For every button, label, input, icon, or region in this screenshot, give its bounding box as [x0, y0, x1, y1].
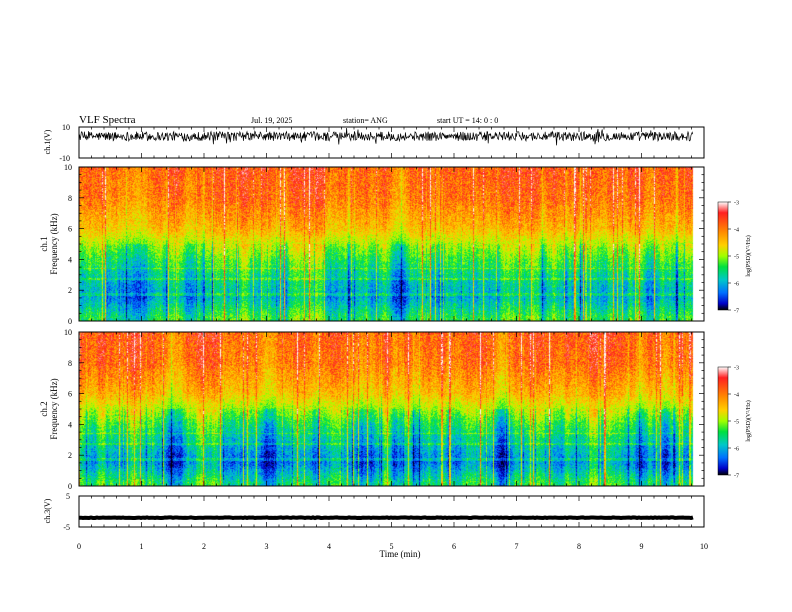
ch2-colorbar-ticks: -3 -4 -5 -6 -7: [728, 366, 739, 480]
station-label: station= ANG: [343, 116, 388, 125]
ch1-x-ticks: [78, 127, 705, 158]
time-tick-label: 10: [700, 542, 708, 551]
ch1-freq-axis-label: Frequency (kHz): [49, 213, 59, 274]
freq-tick-label: 2: [68, 286, 72, 295]
colorbar-tick-label: -3: [734, 201, 739, 207]
ch2-spectrogram-image: [79, 332, 704, 486]
ch2-colorbar-label: log(PSD)(V²/Hz): [745, 400, 752, 441]
colorbar-tick-label: -4: [734, 393, 739, 399]
time-tick-label: 4: [327, 542, 331, 551]
ch1-waveform-frame: [79, 127, 704, 158]
colorbar-tick-label: -6: [734, 282, 739, 288]
ch2-time-ticks: [78, 332, 705, 486]
time-tick-label: 2: [202, 542, 206, 551]
ch2-freq-axis-label: Frequency (kHz): [49, 378, 59, 439]
ch3-waveform-panel: 5 -5 ch.3(V) 0 1 2 3 4 5 6 7 8 9 10 Time (min): [43, 492, 708, 559]
time-tick-label: 5: [390, 542, 394, 551]
ch1-colorbar-ticks: -3 -4 -5 -6 -7: [728, 201, 739, 315]
ch2-freq-ticks: 0 2 4 6 8 10: [64, 328, 704, 491]
time-tick-label: 7: [515, 542, 519, 551]
time-tick-label: 6: [452, 542, 456, 551]
colorbar-tick-label: -5: [734, 420, 739, 426]
date-label: Jul. 19, 2025: [251, 116, 292, 125]
ch1-spectrogram-image: [79, 167, 704, 321]
time-tick-label: 8: [577, 542, 581, 551]
ch1-time-ticks: [78, 167, 705, 321]
ch1-channel-label: ch.1: [39, 236, 49, 251]
ch1-ytick-bottom: -10: [59, 154, 70, 163]
ch3-x-ticks: [78, 496, 705, 527]
figure-title: VLF Spectra: [79, 114, 136, 126]
freq-tick-label: 8: [68, 359, 72, 368]
ch1-waveform-panel: 10 -10 ch.1(V): [43, 123, 705, 163]
time-tick-labels: 0 1 2 3 4 5 6 7 8 9 10: [77, 542, 708, 551]
freq-tick-label: 2: [68, 451, 72, 460]
colorbar-tick-label: -7: [734, 309, 739, 315]
time-tick-label: 3: [265, 542, 269, 551]
colorbar-tick-label: -3: [734, 366, 739, 372]
ch1-freq-ticks: 0 2 4 6 8 10: [64, 163, 704, 326]
colorbar-tick-label: -6: [734, 447, 739, 453]
colorbar-tick-label: -7: [734, 474, 739, 480]
ch3-ytick-top: 5: [66, 492, 70, 501]
ch3-wave-ylabel: ch.3(V): [43, 498, 52, 523]
freq-tick-label: 4: [68, 255, 72, 264]
ch3-waveform-line: [79, 515, 694, 521]
time-axis-label: Time (min): [380, 549, 421, 559]
freq-tick-label: 8: [68, 194, 72, 203]
freq-tick-label: 0: [68, 482, 72, 491]
time-tick-label: 9: [640, 542, 644, 551]
colorbar-tick-label: -5: [734, 255, 739, 261]
time-tick-label: 0: [77, 542, 81, 551]
time-tick-label: 1: [140, 542, 144, 551]
freq-tick-label: 10: [64, 163, 72, 172]
ch2-colorbar: [717, 366, 729, 476]
ch2-channel-label: ch.2: [39, 401, 49, 416]
ch3-waveform-frame: [79, 496, 704, 527]
start-time-label: start UT = 14: 0 : 0: [437, 116, 498, 125]
ch1-wave-ylabel: ch.1(V): [43, 129, 52, 154]
freq-tick-label: 6: [68, 390, 72, 399]
freq-tick-label: 6: [68, 225, 72, 234]
colorbar-tick-label: -4: [734, 228, 739, 234]
freq-tick-label: 4: [68, 420, 72, 429]
ch1-waveform-line: [78, 127, 694, 146]
ch1-ytick-top: 10: [62, 123, 70, 132]
freq-tick-label: 0: [68, 317, 72, 326]
ch1-colorbar: [717, 201, 729, 311]
ch3-ytick-bottom: -5: [63, 523, 70, 532]
freq-tick-label: 10: [64, 328, 72, 337]
ch1-colorbar-label: log(PSD)(V²/Hz): [745, 235, 752, 276]
